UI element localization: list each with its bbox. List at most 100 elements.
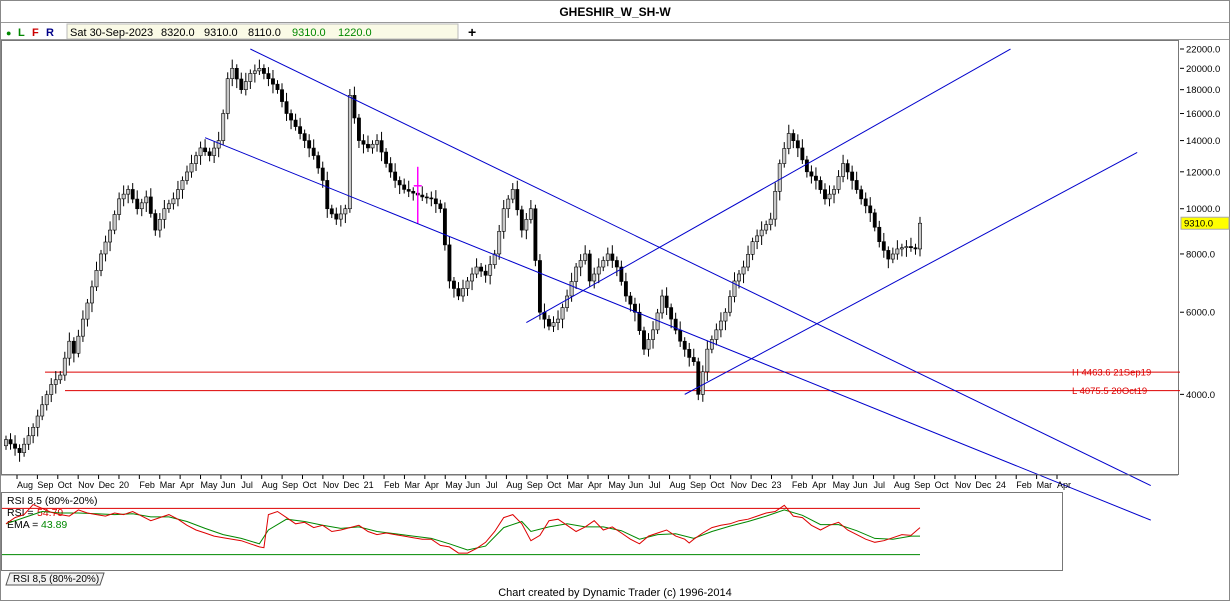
candle-body xyxy=(130,189,135,200)
candle-body xyxy=(818,180,823,190)
x-tick-label: 21 xyxy=(364,480,374,490)
candle-body xyxy=(696,361,701,395)
candle-body xyxy=(411,190,416,194)
channel-line xyxy=(526,48,1011,324)
candle-body xyxy=(44,394,49,406)
candle-body xyxy=(185,171,189,181)
candle-body xyxy=(850,171,855,181)
candle-body xyxy=(40,404,45,417)
x-tick-label: Oct xyxy=(547,480,562,490)
candle-body xyxy=(379,140,384,153)
candle-body xyxy=(370,143,375,149)
candle-body xyxy=(4,439,8,447)
x-tick-label: Feb xyxy=(792,480,808,490)
x-tick-label: Mar xyxy=(1037,480,1053,490)
bar-close: 9310.0 xyxy=(292,27,326,39)
candle-body xyxy=(225,78,230,114)
x-tick-label: Feb xyxy=(139,480,155,490)
y-tick-label: 14000.0 xyxy=(1186,136,1220,147)
candle-body xyxy=(442,208,447,246)
candle-body xyxy=(176,189,180,200)
candle-body xyxy=(420,194,425,198)
candle-body xyxy=(166,203,171,210)
toolbar-letter-r[interactable]: R xyxy=(46,27,54,39)
candle-body xyxy=(126,189,131,195)
crosshair-icon[interactable]: + xyxy=(468,24,476,40)
candle-body xyxy=(574,266,579,282)
bar-high: 9310.0 xyxy=(204,27,238,39)
candle-body xyxy=(578,260,583,268)
x-tick-label: May xyxy=(833,480,851,490)
indicator-tab-label[interactable]: RSI 8,5 (80%-20%) xyxy=(13,574,99,585)
candle-body xyxy=(628,295,633,305)
candle-body xyxy=(307,140,312,149)
candle-body xyxy=(877,226,882,242)
candle-body xyxy=(298,126,303,134)
x-tick-label: Mar xyxy=(160,480,176,490)
hilo-lines: H 4463.6 21Sep19 L 4075.5 20Oct19 xyxy=(45,368,1180,397)
x-tick-label: Aug xyxy=(894,480,910,490)
candle-body xyxy=(334,213,339,220)
candle-body xyxy=(58,374,63,381)
candle-body xyxy=(180,180,185,190)
candle-body xyxy=(773,191,778,220)
x-tick-label: Oct xyxy=(58,480,73,490)
candle-body xyxy=(623,281,628,297)
candle-body xyxy=(537,260,542,313)
candle-body xyxy=(316,155,321,169)
candle-body xyxy=(203,147,208,153)
candle-body xyxy=(366,143,370,149)
channel-lines xyxy=(204,48,1151,521)
candle-body xyxy=(868,205,873,214)
x-axis: Aug Sep Oct Nov Dec 20 Feb Mar Apr May Jun Jul Aug Se… xyxy=(1,474,1178,490)
candle-body xyxy=(112,214,117,231)
candle-body xyxy=(682,340,687,350)
candle-body xyxy=(746,254,750,268)
candle-body xyxy=(687,349,692,358)
y-tick-label: 12000.0 xyxy=(1186,167,1220,178)
candle-body xyxy=(691,357,696,363)
candle-body xyxy=(854,180,859,190)
last-price-label: 9310.0 xyxy=(1184,219,1213,230)
candle-body xyxy=(361,140,366,145)
candle-body xyxy=(388,163,393,173)
candle-body xyxy=(872,212,877,228)
x-tick-label: Apr xyxy=(812,480,826,490)
candle-body xyxy=(99,253,103,271)
candle-body xyxy=(524,219,529,231)
candle-body xyxy=(904,246,909,249)
candle-body xyxy=(768,218,773,225)
candle-body xyxy=(492,253,497,265)
candle-body xyxy=(804,159,809,173)
candle-body xyxy=(777,163,782,192)
channel-line xyxy=(684,152,1138,395)
x-tick-label: Sep xyxy=(690,480,706,490)
candle-body xyxy=(375,140,379,145)
candle-body xyxy=(280,89,284,102)
candle-body xyxy=(447,244,452,282)
candle-body xyxy=(881,241,886,251)
y-tick-label: 22000.0 xyxy=(1186,45,1220,56)
toolbar-letter-l[interactable]: L xyxy=(18,27,25,39)
candle-body xyxy=(429,197,434,200)
candle-body xyxy=(841,163,846,177)
candle-body xyxy=(669,307,674,320)
candle-body xyxy=(452,280,456,289)
x-tick-label: Aug xyxy=(262,480,278,490)
x-tick-label: Sep xyxy=(914,480,930,490)
candle-body xyxy=(320,167,325,181)
candle-body xyxy=(248,73,253,82)
toolbar-letter-f[interactable]: F xyxy=(32,27,39,39)
y-tick-label: 6000.0 xyxy=(1186,308,1215,319)
candle-body xyxy=(551,322,556,327)
candle-body xyxy=(103,241,108,255)
x-tick-label: Jun xyxy=(466,480,481,490)
candle-body xyxy=(642,330,646,350)
candle-body xyxy=(556,318,560,323)
candle-body xyxy=(832,189,836,195)
indicator-tab[interactable]: RSI 8,5 (80%-20%) xyxy=(5,572,105,586)
x-tick-label: Aug xyxy=(17,480,33,490)
x-tick-label: Aug xyxy=(506,480,522,490)
candle-body xyxy=(357,117,361,141)
x-tick-label: Apr xyxy=(425,480,439,490)
